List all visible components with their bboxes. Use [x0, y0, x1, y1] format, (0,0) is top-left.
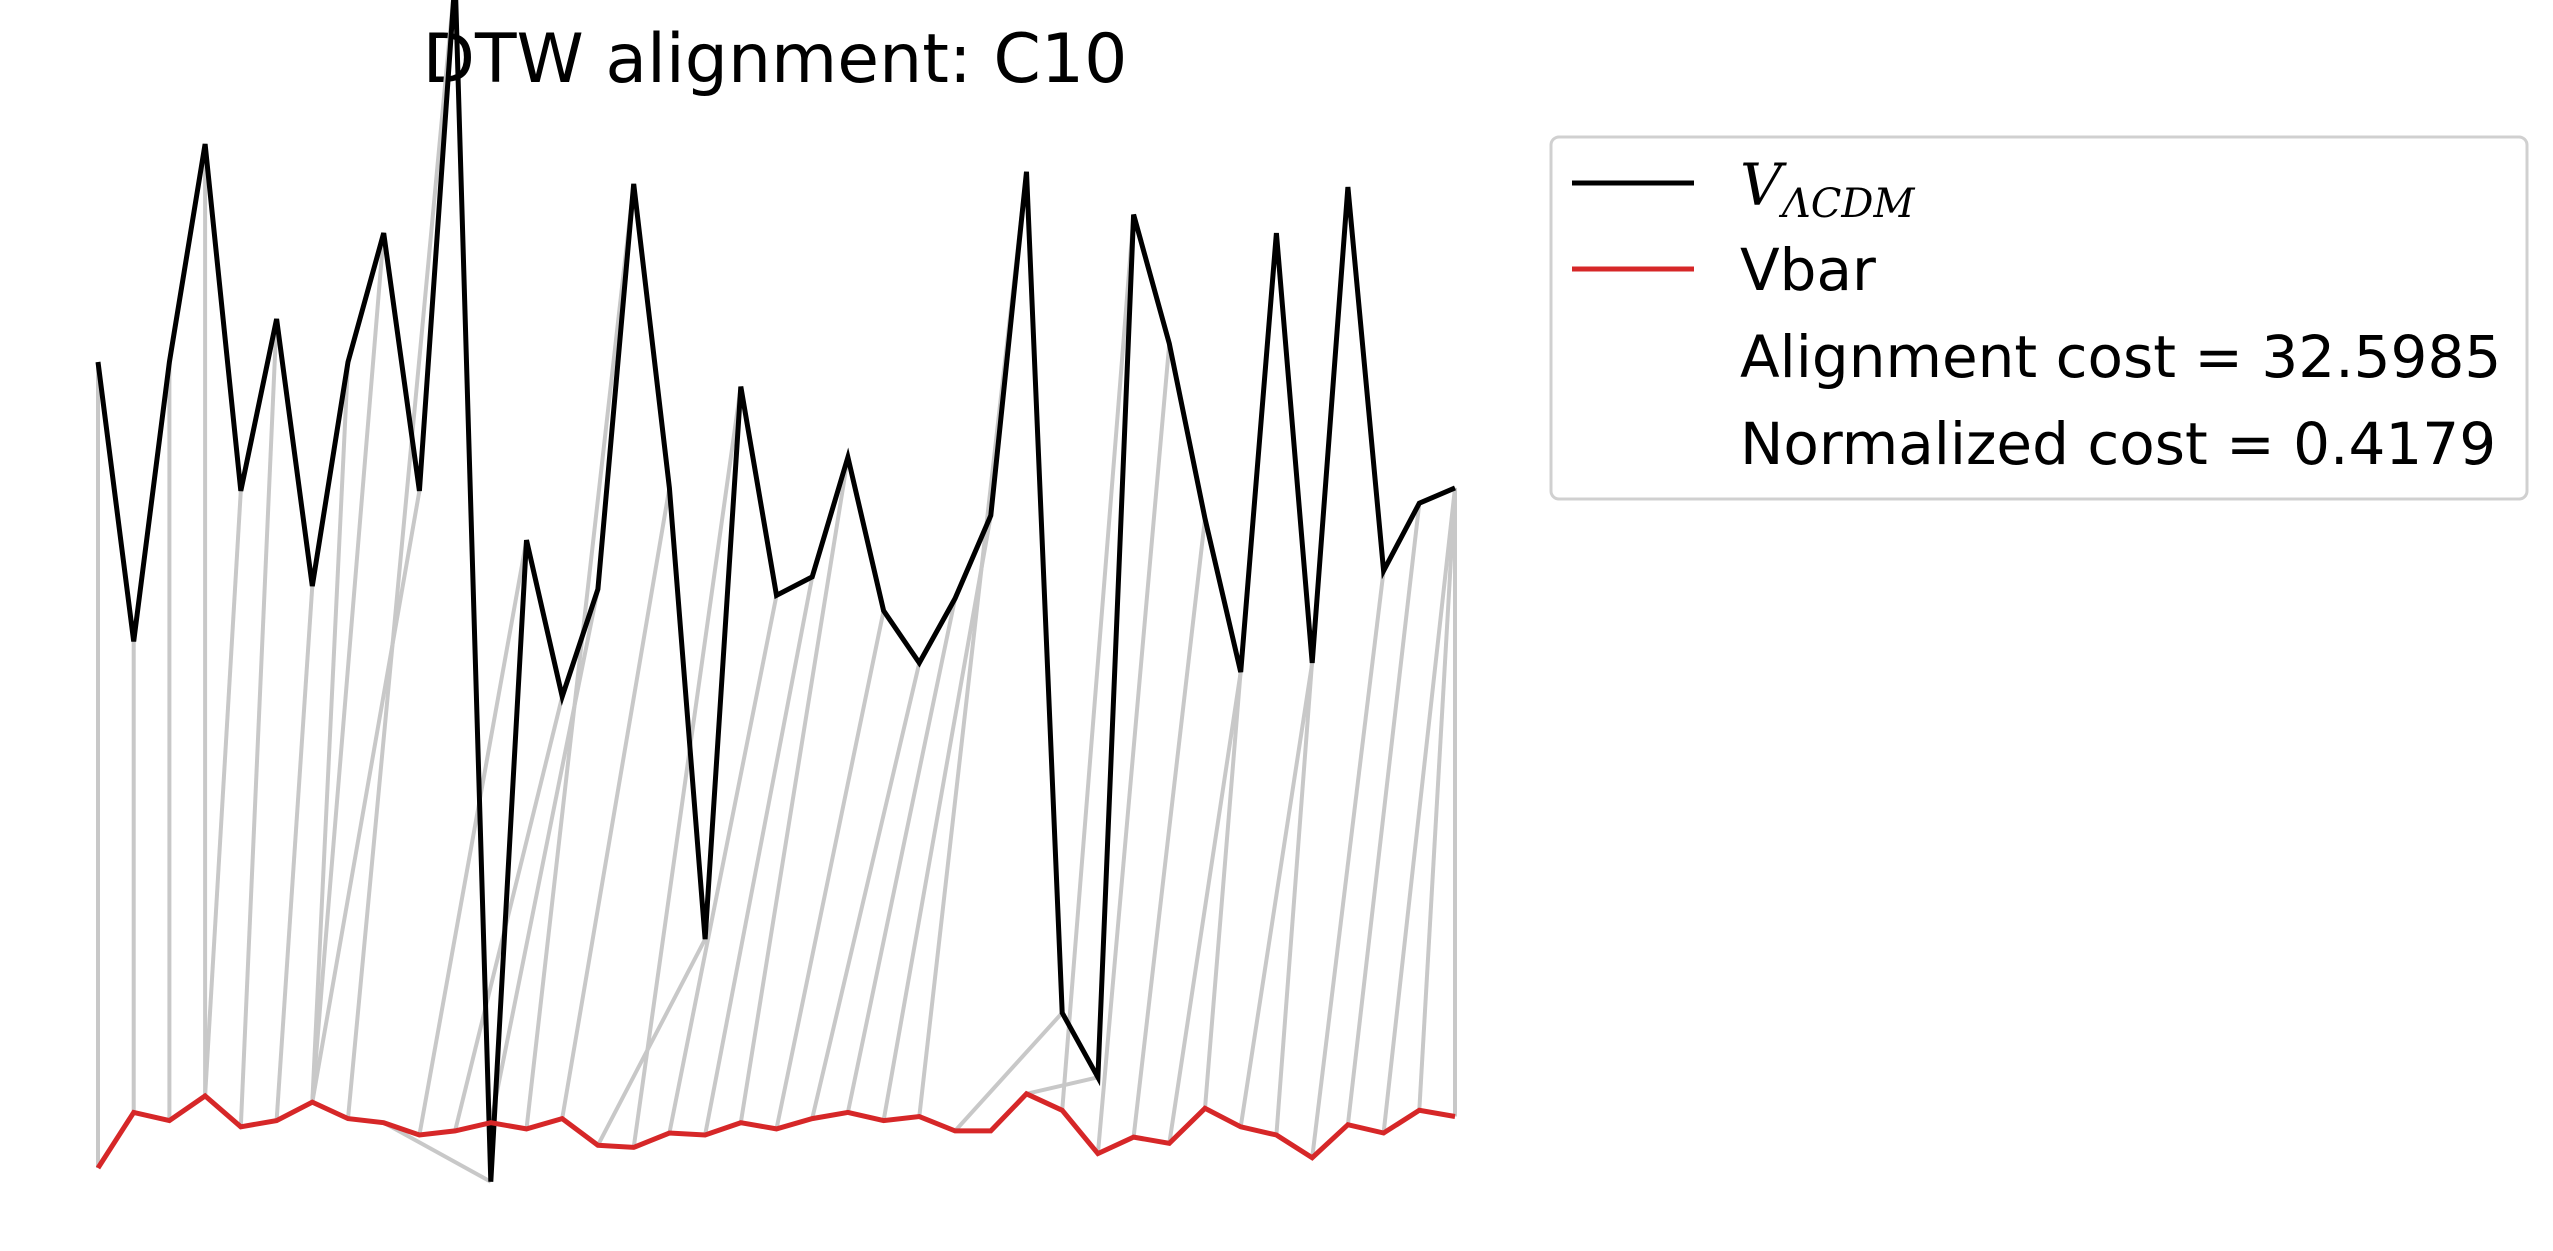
alignment-line-12 — [417, 539, 529, 1136]
alignment-line-22 — [774, 610, 886, 1130]
alignment-line-36 — [1310, 570, 1386, 1158]
alignment-line-4 — [203, 490, 243, 1097]
alignment-line-6 — [274, 585, 315, 1121]
series-lines — [95, 0, 1456, 1182]
alignment-line-37 — [1345, 502, 1422, 1125]
series-line-vbar — [95, 1090, 1456, 1170]
legend-box — [1549, 135, 2529, 501]
alignment-line-24 — [845, 597, 958, 1113]
legend-label-vlcdm-main: V — [1740, 151, 1787, 219]
alignment-line-14 — [488, 588, 600, 1124]
legend-alignment-cost: Alignment cost = 32.5985 — [1740, 323, 2501, 391]
alignment-line-23 — [810, 662, 922, 1120]
alignment-line-17 — [596, 938, 707, 1147]
alignment-line-25 — [881, 515, 993, 1121]
plot-area — [95, 0, 1457, 1184]
alignment-line-32 — [1167, 671, 1243, 1144]
alignment-line-7 — [310, 361, 350, 1103]
alignment-line-20 — [703, 576, 815, 1136]
alignment-line-29 — [1060, 214, 1136, 1111]
alignment-lines — [96, 0, 1457, 1184]
alignment-line-8 — [310, 232, 386, 1103]
alignment-line-21 — [738, 456, 850, 1124]
alignment-line-38 — [1381, 487, 1457, 1134]
alignment-line-31 — [1131, 518, 1207, 1138]
alignment-line-9 — [310, 490, 422, 1103]
alignment-line-19 — [667, 594, 779, 1134]
legend-label-vlcdm-subscript: ΛCDM — [1778, 181, 1916, 227]
legend-label-vbar: Vbar — [1740, 236, 1876, 304]
alignment-line-16 — [560, 487, 672, 1119]
alignment-line-39 — [1417, 487, 1457, 1111]
legend-normalized-cost: Normalized cost = 0.4179 — [1740, 410, 2496, 478]
alignment-line-30 — [1095, 343, 1172, 1154]
alignment-line-13 — [453, 696, 565, 1132]
legend: VΛCDM Vbar Alignment cost = 32.5985 Norm… — [1549, 135, 2529, 501]
alignment-line-5 — [238, 318, 279, 1127]
alignment-line-34 — [1238, 662, 1315, 1128]
alignment-line-11 — [382, 1120, 492, 1184]
chart-title: DTW alignment: C10 — [423, 20, 1128, 99]
alignment-line-15 — [524, 183, 636, 1130]
series-line-vlcdm — [95, 0, 1456, 1182]
alignment-line-27 — [953, 1011, 1064, 1133]
alignment-line-10 — [346, 0, 456, 1119]
legend-label-vlcdm: VΛCDM — [1740, 151, 1915, 227]
alignment-line-18 — [631, 386, 743, 1148]
